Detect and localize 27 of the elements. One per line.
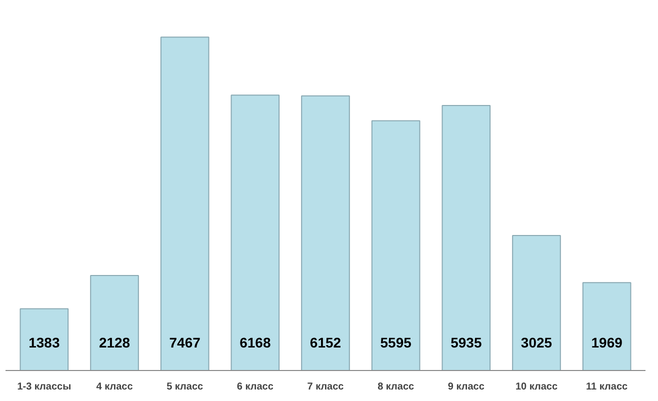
x-tick-label: 8 класс <box>378 382 415 392</box>
bar <box>90 275 139 370</box>
data-label: 5935 <box>450 334 482 350</box>
x-tick-label: 1-3 классы <box>17 382 72 392</box>
bar <box>512 234 561 370</box>
x-tick-label: 6 класс <box>236 382 274 392</box>
x-tick-label: 10 класс <box>515 382 558 392</box>
bar <box>371 120 420 370</box>
bar <box>20 308 69 370</box>
x-tick-label: 11 класс <box>586 382 628 392</box>
data-label: 5595 <box>380 334 412 350</box>
x-tick-label: 7 класс <box>307 382 344 392</box>
data-label: 6168 <box>240 334 271 350</box>
data-label: 3025 <box>520 334 552 350</box>
data-label: 6152 <box>310 334 342 350</box>
x-tick-label: 9 класс <box>448 382 485 392</box>
data-label: 2128 <box>98 334 130 350</box>
data-label: 1383 <box>28 334 60 350</box>
bar <box>301 95 350 370</box>
data-label: 7467 <box>169 334 201 350</box>
bar <box>230 94 280 370</box>
bar <box>582 282 632 370</box>
bar <box>442 105 491 370</box>
x-tick-label: 4 класс <box>96 382 134 392</box>
bar <box>160 36 210 370</box>
data-label: 1969 <box>591 334 623 350</box>
x-tick-label: 5 класс <box>166 382 204 392</box>
